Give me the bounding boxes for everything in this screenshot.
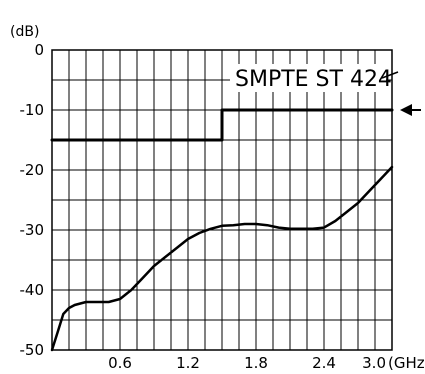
series-limit-line [50,108,394,142]
y-tick-label: -50 [20,341,45,359]
y-tick-label: -10 [20,101,45,119]
series-group [50,108,394,352]
x-tick-label: 1.2 [176,354,200,372]
y-tick-label: -20 [20,161,45,179]
arrow-head [400,104,412,116]
y-tick-label: -40 [20,281,45,299]
y-tick-labels: 0 -10 -20 -30 -40 -50 [20,41,45,359]
series-measured-line [50,165,394,352]
y-tick-label: -30 [20,221,45,239]
x-tick-labels: 0.6 1.2 1.8 2.4 3.0 [108,354,386,372]
annotation-background [230,64,386,92]
annotation-arrow-icon [400,104,421,116]
annotation-leader [381,71,399,79]
plot-frame [51,49,393,351]
grid [52,50,392,350]
annotation-label: SMPTE ST 424 [235,67,392,92]
x-tick-label: 3.0 [362,354,386,372]
x-axis-unit: (GHz) [388,354,425,372]
x-tick-label: 1.8 [244,354,268,372]
x-tick-label: 2.4 [312,354,336,372]
x-tick-label: 0.6 [108,354,132,372]
y-axis-unit: (dB) [10,24,39,40]
y-tick-label: 0 [34,41,44,59]
